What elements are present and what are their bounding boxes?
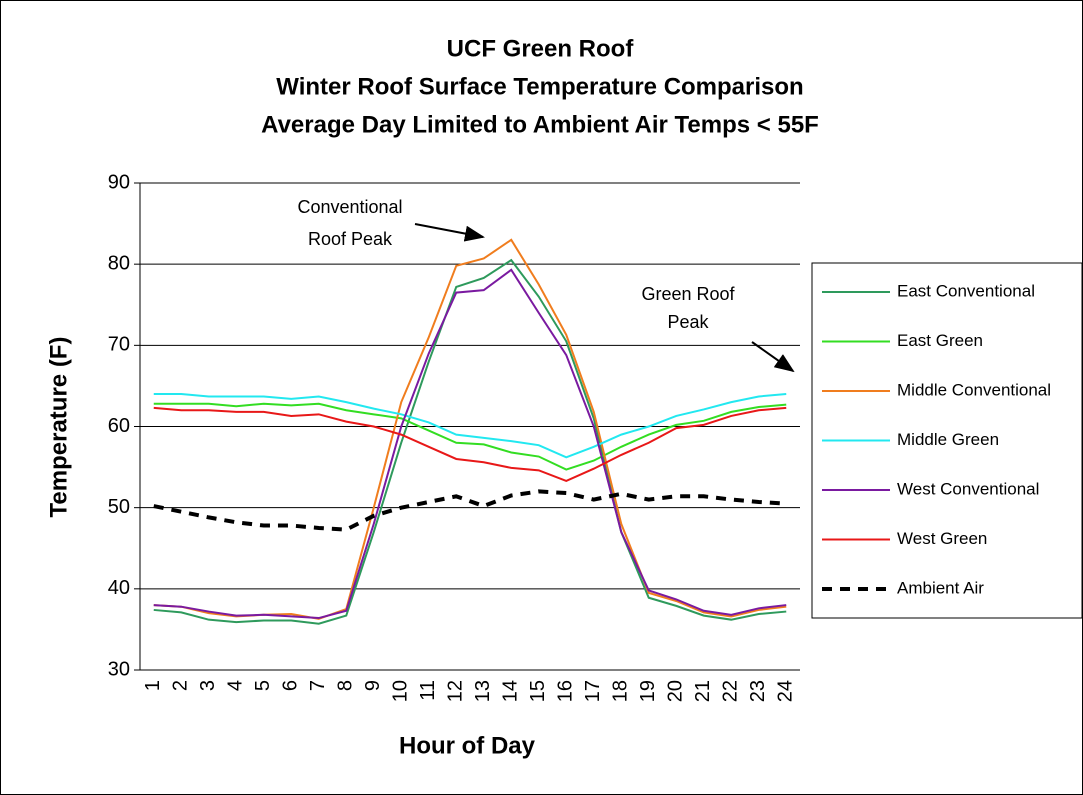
x-tick-label: 16 xyxy=(555,680,577,702)
annotation: Green Roof xyxy=(641,284,735,304)
legend-label: West Green xyxy=(897,529,987,548)
x-tick-label: 9 xyxy=(362,680,384,691)
legend-label: East Green xyxy=(897,331,983,350)
chart-subtitle: Winter Roof Surface Temperature Comparis… xyxy=(276,73,803,100)
chart-subtitle: Average Day Limited to Ambient Air Temps… xyxy=(261,111,819,138)
x-tick-label: 18 xyxy=(610,680,632,702)
y-tick-label: 50 xyxy=(108,496,130,518)
annotation-arrow xyxy=(751,341,795,373)
x-tick-label: 4 xyxy=(225,680,247,691)
x-tick-label: 3 xyxy=(197,680,219,691)
y-tick-label: 30 xyxy=(108,658,130,680)
x-tick-label: 5 xyxy=(252,680,274,691)
x-tick-label: 7 xyxy=(307,680,329,691)
chart-title: UCF Green Roof xyxy=(447,35,635,62)
x-tick-label: 1 xyxy=(142,680,164,691)
line-series xyxy=(153,489,787,532)
x-tick-label: 8 xyxy=(335,680,357,691)
x-tick-label: 22 xyxy=(720,680,742,702)
y-tick-label: 70 xyxy=(108,334,130,356)
annotation-arrow xyxy=(414,223,485,242)
y-axis-label: Temperature (F) xyxy=(45,337,72,518)
x-tick-label: 13 xyxy=(472,680,494,702)
legend-label: East Conventional xyxy=(897,281,1035,300)
x-tick-label: 15 xyxy=(527,680,549,702)
annotation: Peak xyxy=(667,312,709,332)
line-series xyxy=(153,393,787,459)
x-tick-label: 2 xyxy=(170,680,192,691)
y-tick-label: 40 xyxy=(108,577,130,599)
line-series xyxy=(153,268,787,620)
x-tick-label: 12 xyxy=(445,680,467,702)
legend-label: Middle Conventional xyxy=(897,380,1051,399)
legend-label: Ambient Air xyxy=(897,578,984,597)
annotation: Roof Peak xyxy=(308,229,393,249)
y-tick-label: 60 xyxy=(108,415,130,437)
y-tick-label: 80 xyxy=(108,252,130,274)
annotation: Conventional xyxy=(297,197,402,217)
x-tick-label: 20 xyxy=(665,680,687,702)
x-tick-label: 21 xyxy=(692,680,714,702)
x-tick-label: 6 xyxy=(280,680,302,691)
x-tick-label: 10 xyxy=(390,680,412,702)
legend-label: West Conventional xyxy=(897,479,1039,498)
x-tick-label: 11 xyxy=(417,680,439,701)
line-series xyxy=(153,406,787,482)
x-tick-label: 24 xyxy=(775,680,797,702)
x-tick-label: 17 xyxy=(582,680,604,702)
line-series xyxy=(153,402,787,471)
x-axis-label: Hour of Day xyxy=(399,732,536,759)
x-tick-label: 14 xyxy=(500,680,522,702)
y-tick-label: 90 xyxy=(108,171,130,193)
line-series xyxy=(153,258,787,625)
x-tick-label: 19 xyxy=(637,680,659,702)
legend-label: Middle Green xyxy=(897,430,999,449)
x-tick-label: 23 xyxy=(747,680,769,702)
